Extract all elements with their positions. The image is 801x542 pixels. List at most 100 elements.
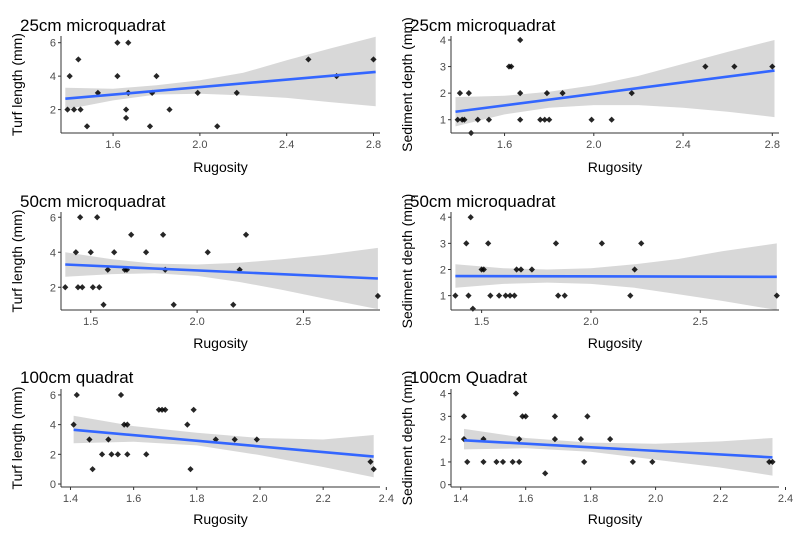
data-point [702, 63, 709, 70]
y-tick-label: 2 [440, 88, 446, 100]
y-axis-label: Turf length (mm) [9, 387, 25, 490]
x-tick-label: 2.4 [778, 493, 793, 505]
data-point [506, 292, 514, 299]
x-tick-label: 2.2 [316, 493, 331, 505]
data-point [552, 240, 560, 247]
data-point [166, 106, 173, 113]
confidence-band [73, 415, 374, 478]
data-point [649, 458, 656, 466]
regression-line [65, 70, 376, 101]
data-point [374, 292, 381, 300]
data-point [94, 89, 101, 96]
data-point [541, 116, 548, 123]
data-point [598, 240, 605, 247]
y-tick-label: 3 [440, 238, 446, 250]
panel-3: 50cm microquadrat 1.5 2.0 2.5 2 4 6 Rugosity Tur… [9, 192, 381, 351]
data-point [96, 284, 103, 291]
x-tick-label: 2.0 [252, 493, 267, 505]
data-point [487, 292, 494, 299]
data-point [485, 240, 492, 247]
data-point [77, 214, 84, 221]
data-point [370, 466, 377, 473]
y-tick-label: 1 [440, 457, 446, 469]
panel-title: 100cm Quadrat [410, 368, 527, 387]
data-point [608, 116, 615, 123]
y-tick-label: 2 [50, 282, 56, 294]
data-point [104, 266, 111, 273]
data-point [508, 63, 515, 70]
data-point [493, 458, 500, 466]
regression-line [455, 274, 777, 279]
data-point [79, 284, 86, 291]
data-point [75, 56, 82, 63]
y-axis-label: Sediment depth (mm) [399, 17, 415, 152]
x-tick-label: 1.4 [63, 493, 78, 505]
panel-4: 50cm microquadrat 1.5 2.0 2.5 1 2 3 4 Rugosity Se… [399, 192, 780, 351]
data-point [111, 249, 118, 256]
data-point [480, 458, 487, 466]
panel-title: 50cm microquadrat [410, 192, 556, 211]
data-point [516, 436, 523, 443]
data-point [766, 458, 773, 466]
confidence-band [455, 40, 775, 127]
data-point [70, 421, 77, 428]
data-point [561, 292, 568, 299]
data-point [94, 214, 101, 221]
data-point [190, 406, 197, 413]
data-point [769, 458, 776, 466]
data-point [584, 413, 591, 420]
data-point [516, 458, 523, 466]
data-point [98, 451, 106, 458]
data-point [499, 458, 507, 466]
data-point [72, 249, 79, 256]
y-tick-label: 4 [440, 35, 446, 47]
y-tick-label: 6 [50, 38, 56, 50]
confidence-band [65, 247, 378, 310]
regression-line [73, 428, 374, 458]
confidence-band [65, 36, 376, 110]
y-tick-label: 0 [50, 479, 56, 491]
data-point [517, 90, 524, 97]
x-tick-label: 1.6 [497, 139, 512, 151]
data-point [773, 292, 780, 299]
panel-title: 25cm microquadrat [20, 16, 166, 35]
data-point [537, 116, 544, 123]
x-tick-label: 2.0 [586, 139, 601, 151]
data-point [769, 63, 776, 70]
data-point [607, 436, 614, 443]
x-tick-label: 2.8 [366, 139, 381, 151]
data-point [542, 470, 549, 477]
data-point [128, 231, 135, 238]
regression-line [463, 438, 773, 459]
data-point [631, 266, 638, 273]
data-point [62, 284, 69, 291]
x-tick-label: 2.4 [279, 139, 294, 151]
data-point [124, 421, 131, 428]
x-axis-label: Rugosity [193, 511, 247, 527]
panel-5: 100cm quadrat 1.4 1.6 1.8 2.0 2.2 2.4 0 2 4 6 Rugos… [9, 368, 394, 527]
data-point [142, 249, 150, 256]
data-point [627, 292, 634, 299]
data-point [581, 458, 588, 466]
y-tick-label: 1 [440, 291, 446, 303]
data-point [628, 90, 635, 97]
data-point [114, 73, 121, 80]
x-tick-label: 1.5 [474, 316, 489, 328]
data-point [463, 240, 470, 247]
data-point [83, 123, 91, 130]
data-point [77, 106, 84, 113]
data-point [467, 214, 474, 221]
x-tick-label: 2.0 [189, 316, 204, 328]
data-point [517, 36, 524, 44]
data-point [469, 305, 476, 312]
y-tick-label: 2 [50, 449, 56, 461]
x-axis-label: Rugosity [588, 335, 642, 351]
data-point [452, 292, 459, 299]
y-axis-label: Turf length (mm) [9, 210, 25, 313]
x-tick-label: 2.2 [713, 493, 728, 505]
data-point [184, 421, 191, 428]
data-point [108, 451, 115, 458]
data-point [86, 436, 93, 443]
data-point [187, 466, 194, 473]
